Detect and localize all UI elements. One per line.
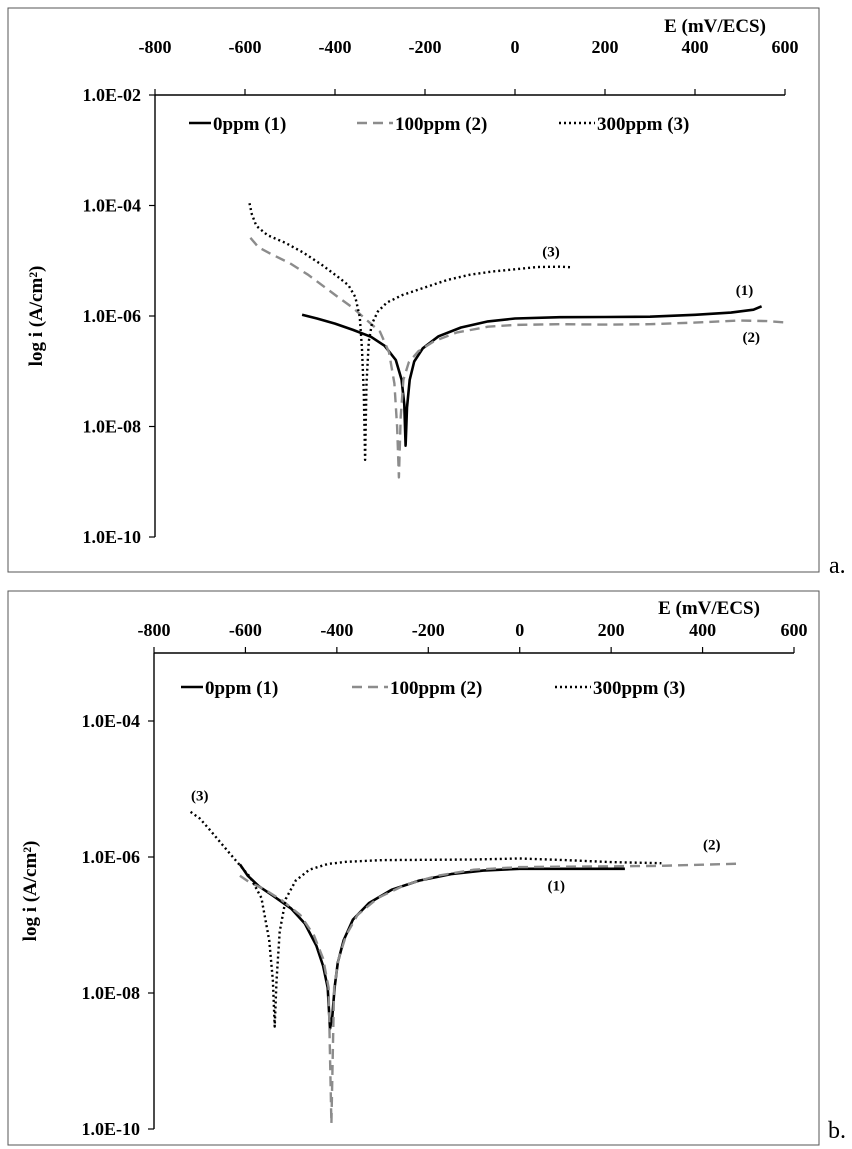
x-tick-label: 0 bbox=[515, 620, 524, 640]
x-tick-label: 200 bbox=[598, 620, 625, 640]
curve-annotation: (3) bbox=[191, 788, 209, 804]
x-tick-label: -800 bbox=[139, 37, 172, 57]
x-tick-label: -200 bbox=[412, 620, 445, 640]
y-tick-label: 1.0E-06 bbox=[82, 847, 141, 867]
legend-label-a-2: 100ppm (2) bbox=[395, 114, 487, 135]
chart-panel-a: -800 -600 -400 -200 0 200 400 600 1.0E-10 1.0E-08… bbox=[7, 7, 846, 579]
curve-annotation: (1) bbox=[736, 283, 754, 299]
legend-label-b-1: 0ppm (1) bbox=[205, 678, 278, 699]
x-tick-label: 200 bbox=[592, 37, 619, 57]
y-tick-label: 1.0E-04 bbox=[83, 196, 142, 216]
x-axis-title: E (mV/ECS) bbox=[664, 16, 766, 37]
series-line-a-2 bbox=[249, 237, 788, 479]
chart-frame bbox=[7, 590, 820, 1146]
curve-annotation: (1) bbox=[548, 879, 566, 895]
legend-label-a-1: 0ppm (1) bbox=[213, 114, 286, 135]
chart-b-svg: -800 -600 -400 -200 0 200 400 600 1.0E-10 1.0E-08… bbox=[7, 590, 820, 1146]
curve-annotation: (2) bbox=[743, 330, 761, 346]
series-line-b-3 bbox=[189, 810, 662, 1028]
chart-panel-b: -800 -600 -400 -200 0 200 400 600 1.0E-10 1.0E-08… bbox=[0, 587, 852, 1149]
y-tick-label: 1.0E-08 bbox=[82, 983, 141, 1003]
series-line-b-2 bbox=[239, 862, 742, 1125]
x-tick-label: 600 bbox=[772, 37, 799, 57]
series-line-b-1 bbox=[238, 863, 625, 1030]
y-tick-label: 1.0E-10 bbox=[82, 1119, 141, 1139]
legend-label-b-3: 300ppm (3) bbox=[593, 678, 685, 699]
y-tick-label: 1.0E-06 bbox=[83, 306, 142, 326]
x-axis-title: E (mV/ECS) bbox=[658, 598, 760, 619]
panel-label-b: b. bbox=[828, 1118, 846, 1144]
curve-annotation: (3) bbox=[542, 244, 560, 260]
panel-label-a: a. bbox=[829, 553, 846, 579]
y-tick-label: 1.0E-08 bbox=[83, 417, 142, 437]
x-tick-label: -400 bbox=[319, 37, 352, 57]
x-tick-label: -200 bbox=[409, 37, 442, 57]
curve-annotation: (2) bbox=[703, 838, 721, 854]
y-tick-label: 1.0E-10 bbox=[83, 527, 142, 547]
chart-frame bbox=[7, 7, 820, 573]
y-tick-label: 1.0E-04 bbox=[82, 711, 141, 731]
x-tick-label: -600 bbox=[229, 620, 262, 640]
chart-a-svg: -800 -600 -400 -200 0 200 400 600 1.0E-10 1.0E-08… bbox=[7, 7, 820, 573]
y-tick-label: 1.0E-02 bbox=[83, 85, 142, 105]
x-tick-label: -800 bbox=[138, 620, 171, 640]
y-axis-title: log i (A/cm²) bbox=[26, 266, 47, 367]
legend-label-b-2: 100ppm (2) bbox=[390, 678, 482, 699]
x-tick-label: -600 bbox=[229, 37, 262, 57]
x-tick-label: -400 bbox=[320, 620, 353, 640]
series-line-a-1 bbox=[301, 305, 763, 447]
series-line-a-3 bbox=[248, 202, 572, 461]
x-tick-label: 600 bbox=[781, 620, 808, 640]
x-tick-label: 400 bbox=[682, 37, 709, 57]
x-tick-label: 400 bbox=[689, 620, 716, 640]
x-tick-label: 0 bbox=[511, 37, 520, 57]
legend-label-a-3: 300ppm (3) bbox=[597, 114, 689, 135]
y-axis-title: log i (A/cm²) bbox=[20, 841, 41, 942]
